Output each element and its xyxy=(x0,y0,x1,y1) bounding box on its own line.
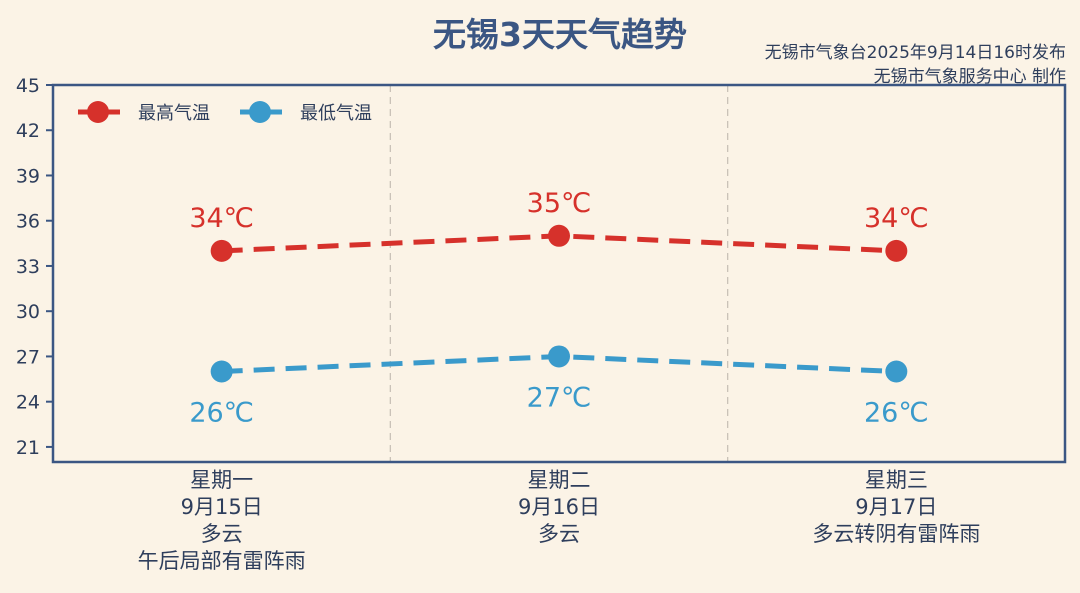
high-temp-point xyxy=(885,239,908,262)
chart-title: 无锡3天天气趋势 xyxy=(433,15,687,54)
weather-label: 午后局部有雷阵雨 xyxy=(137,549,306,573)
high-temp-point xyxy=(210,239,233,262)
legend-high-marker xyxy=(87,101,109,123)
weather-label: 多云 xyxy=(538,522,580,546)
producer-note: 无锡市气象服务中心 制作 xyxy=(873,67,1066,87)
y-tick-label: 36 xyxy=(16,211,40,233)
y-tick-label: 30 xyxy=(16,301,40,323)
date-label: 9月15日 xyxy=(180,495,263,519)
high-temp-label: 35℃ xyxy=(527,188,592,219)
date-label: 9月16日 xyxy=(517,495,601,519)
date-label: 9月17日 xyxy=(855,495,938,519)
low-temp-label: 26℃ xyxy=(189,398,254,429)
low-temp-label: 27℃ xyxy=(527,382,592,413)
plot-frame xyxy=(51,83,1067,464)
x-category-label: 星期二 9月16日多云 xyxy=(439,467,679,548)
y-tick-label: 27 xyxy=(16,346,40,368)
y-tick-label: 42 xyxy=(16,120,40,142)
x-category-label: 星期一 9月15日多云午后局部有雷阵雨 xyxy=(102,467,342,575)
y-tick-label: 24 xyxy=(16,392,40,414)
y-tick-label: 39 xyxy=(16,165,40,187)
weekday-label: 星期一 xyxy=(190,468,254,492)
source-note: 无锡市气象台2025年9月14日16时发布 xyxy=(764,43,1066,63)
legend-low-marker xyxy=(249,101,271,123)
x-category-label: 星期三 9月17日多云转阴有雷阵雨 xyxy=(776,467,1016,548)
low-temp-label: 26℃ xyxy=(864,398,929,429)
low-temp-point xyxy=(210,360,233,383)
weather-label: 多云 xyxy=(200,522,243,546)
high-temp-point xyxy=(548,224,570,247)
high-temp-label: 34℃ xyxy=(189,203,254,234)
weather-label: 多云转阴有雷阵雨 xyxy=(812,522,981,546)
weekday-label: 星期三 xyxy=(864,468,928,492)
low-temp-point xyxy=(548,345,570,368)
legend-high-label: 最高气温 xyxy=(138,103,210,124)
legend-low-label: 最低气温 xyxy=(300,103,372,124)
y-tick-label: 45 xyxy=(16,75,40,97)
weekday-label: 星期二 xyxy=(527,468,591,492)
plot-area xyxy=(53,85,1065,462)
high-temp-label: 34℃ xyxy=(864,203,929,234)
y-tick-label: 21 xyxy=(16,437,40,459)
low-temp-point xyxy=(885,360,908,383)
y-tick-label: 33 xyxy=(16,256,40,278)
